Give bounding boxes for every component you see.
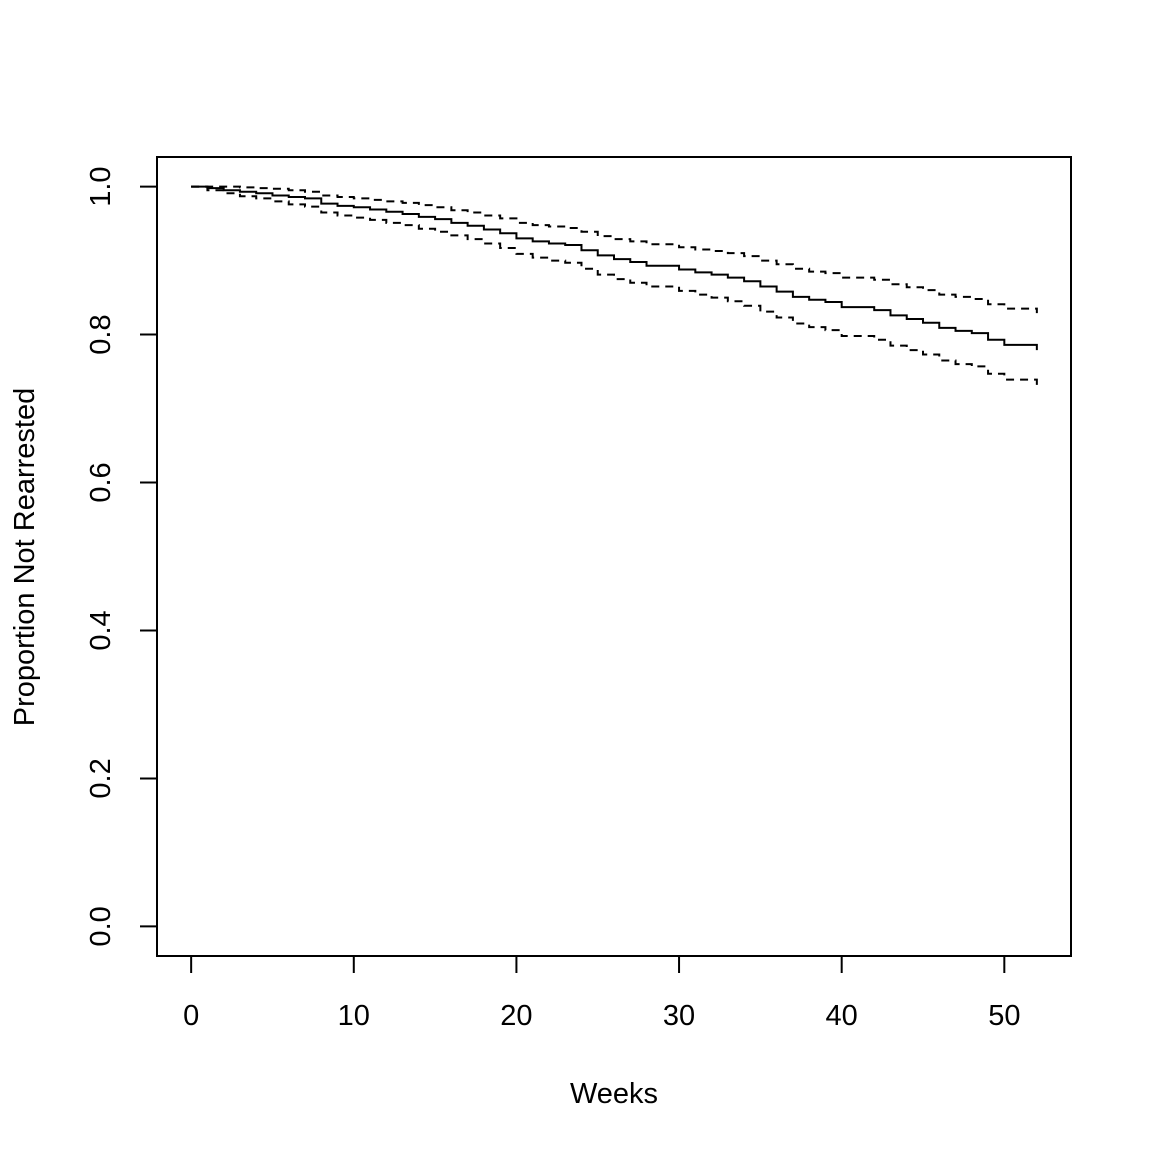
survival-estimate-line — [191, 185, 1038, 351]
y-tick-label: 0.2 — [85, 758, 117, 798]
survival-curves — [191, 185, 1038, 386]
x-axis: 0 10 20 30 40 50 — [183, 955, 1020, 1032]
y-tick-label: 0.6 — [85, 462, 117, 502]
y-tick-label: 0.8 — [85, 314, 117, 354]
lower-confidence-line — [191, 185, 1038, 386]
y-tick-label: 1.0 — [85, 166, 117, 206]
y-axis: 0.0 0.2 0.4 0.6 0.8 1.0 — [85, 166, 158, 947]
x-tick-label: 40 — [826, 1000, 858, 1032]
x-tick-label: 0 — [183, 1000, 199, 1032]
x-tick-label: 10 — [338, 1000, 370, 1032]
upper-confidence-line — [191, 185, 1038, 314]
y-tick-label: 0.4 — [85, 610, 117, 650]
x-tick-label: 30 — [663, 1000, 695, 1032]
x-tick-label: 50 — [988, 1000, 1020, 1032]
x-tick-label: 20 — [500, 1000, 532, 1032]
x-axis-title: Weeks — [570, 1078, 658, 1110]
y-axis-title: Proportion Not Rearrested — [9, 388, 41, 727]
y-tick-label: 0.0 — [85, 906, 117, 946]
